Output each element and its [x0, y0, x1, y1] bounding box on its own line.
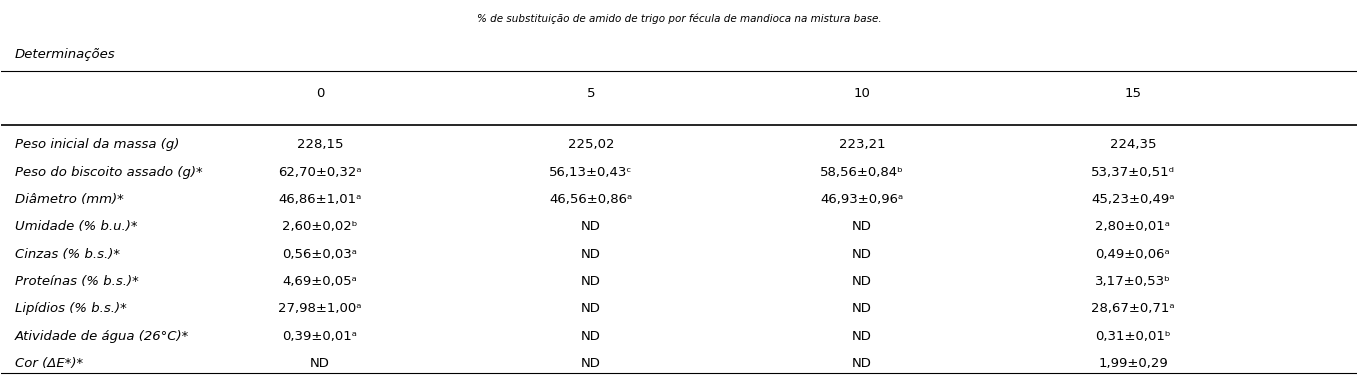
Text: 4,69±0,05ᵃ: 4,69±0,05ᵃ	[282, 275, 357, 288]
Text: ND: ND	[581, 330, 600, 343]
Text: % de substituição de amido de trigo por fécula de mandioca na mistura base.: % de substituição de amido de trigo por …	[477, 13, 881, 23]
Text: 0,56±0,03ᵃ: 0,56±0,03ᵃ	[282, 248, 357, 261]
Text: Determinações: Determinações	[15, 48, 115, 61]
Text: ND: ND	[581, 275, 600, 288]
Text: Peso do biscoito assado (g)*: Peso do biscoito assado (g)*	[15, 166, 202, 179]
Text: 3,17±0,53ᵇ: 3,17±0,53ᵇ	[1095, 275, 1171, 288]
Text: ND: ND	[851, 330, 872, 343]
Text: 45,23±0,49ᵃ: 45,23±0,49ᵃ	[1092, 193, 1175, 206]
Text: 0,49±0,06ᵃ: 0,49±0,06ᵃ	[1096, 248, 1171, 261]
Text: 0,39±0,01ᵃ: 0,39±0,01ᵃ	[282, 330, 357, 343]
Text: 228,15: 228,15	[296, 138, 344, 151]
Text: 62,70±0,32ᵃ: 62,70±0,32ᵃ	[278, 166, 361, 179]
Text: ND: ND	[581, 248, 600, 261]
Text: 56,13±0,43ᶜ: 56,13±0,43ᶜ	[549, 166, 633, 179]
Text: 2,60±0,02ᵇ: 2,60±0,02ᵇ	[282, 220, 357, 234]
Text: 15: 15	[1124, 87, 1142, 99]
Text: 28,67±0,71ᵃ: 28,67±0,71ᵃ	[1092, 302, 1175, 316]
Text: Peso inicial da massa (g): Peso inicial da massa (g)	[15, 138, 179, 151]
Text: Atividade de água (26°C)*: Atividade de água (26°C)*	[15, 330, 189, 343]
Text: 58,56±0,84ᵇ: 58,56±0,84ᵇ	[820, 166, 904, 179]
Text: Proteínas (% b.s.)*: Proteínas (% b.s.)*	[15, 275, 139, 288]
Text: 0: 0	[315, 87, 325, 99]
Text: ND: ND	[310, 357, 330, 370]
Text: 53,37±0,51ᵈ: 53,37±0,51ᵈ	[1090, 166, 1175, 179]
Text: 5: 5	[587, 87, 595, 99]
Text: 225,02: 225,02	[568, 138, 614, 151]
Text: ND: ND	[851, 220, 872, 234]
Text: ND: ND	[851, 357, 872, 370]
Text: ND: ND	[581, 357, 600, 370]
Text: 46,86±1,01ᵃ: 46,86±1,01ᵃ	[278, 193, 361, 206]
Text: Lipídios (% b.s.)*: Lipídios (% b.s.)*	[15, 302, 126, 316]
Text: Cinzas (% b.s.)*: Cinzas (% b.s.)*	[15, 248, 120, 261]
Text: Umidade (% b.u.)*: Umidade (% b.u.)*	[15, 220, 137, 234]
Text: 27,98±1,00ᵃ: 27,98±1,00ᵃ	[278, 302, 361, 316]
Text: Diâmetro (mm)*: Diâmetro (mm)*	[15, 193, 124, 206]
Text: 10: 10	[854, 87, 870, 99]
Text: 46,56±0,86ᵃ: 46,56±0,86ᵃ	[549, 193, 633, 206]
Text: ND: ND	[851, 302, 872, 316]
Text: ND: ND	[851, 248, 872, 261]
Text: 0,31±0,01ᵇ: 0,31±0,01ᵇ	[1095, 330, 1171, 343]
Text: ND: ND	[851, 275, 872, 288]
Text: 46,93±0,96ᵃ: 46,93±0,96ᵃ	[820, 193, 903, 206]
Text: 2,80±0,01ᵃ: 2,80±0,01ᵃ	[1096, 220, 1171, 234]
Text: ND: ND	[581, 220, 600, 234]
Text: 224,35: 224,35	[1109, 138, 1156, 151]
Text: Cor (ΔE*)*: Cor (ΔE*)*	[15, 357, 83, 370]
Text: ND: ND	[581, 302, 600, 316]
Text: 1,99±0,29: 1,99±0,29	[1099, 357, 1168, 370]
Text: 223,21: 223,21	[839, 138, 885, 151]
